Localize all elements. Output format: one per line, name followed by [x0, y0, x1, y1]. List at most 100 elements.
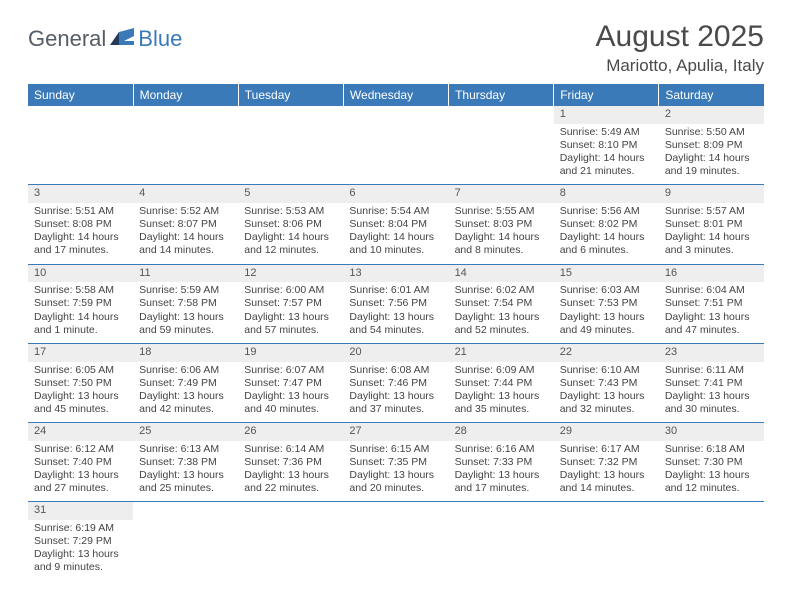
header: General Blue August 2025 Mariotto, Apuli…: [28, 20, 764, 76]
day-cell: Sunrise: 6:04 AMSunset: 7:51 PMDaylight:…: [659, 282, 764, 343]
day-number: 4: [133, 185, 238, 203]
weekday-header: Friday: [554, 84, 659, 106]
daylight-line: Daylight: 13 hours and 45 minutes.: [34, 390, 127, 416]
data-row: Sunrise: 5:51 AMSunset: 8:08 PMDaylight:…: [28, 203, 764, 264]
day-number: [554, 502, 659, 520]
daylight-line: Daylight: 13 hours and 49 minutes.: [560, 311, 653, 337]
daynum-row: 17181920212223: [28, 343, 764, 361]
logo-text-blue: Blue: [138, 26, 182, 52]
daylight-line: Daylight: 13 hours and 32 minutes.: [560, 390, 653, 416]
sunrise-line: Sunrise: 6:03 AM: [560, 284, 653, 297]
daylight-line: Daylight: 14 hours and 1 minute.: [34, 311, 127, 337]
day-number: 3: [28, 185, 133, 203]
sunrise-line: Sunrise: 6:09 AM: [455, 364, 548, 377]
sunset-line: Sunset: 8:01 PM: [665, 218, 758, 231]
sunset-line: Sunset: 7:36 PM: [244, 456, 337, 469]
day-cell: [133, 124, 238, 185]
day-cell: Sunrise: 5:49 AMSunset: 8:10 PMDaylight:…: [554, 124, 659, 185]
daylight-line: Daylight: 13 hours and 59 minutes.: [139, 311, 232, 337]
day-number: [659, 502, 764, 520]
daylight-line: Daylight: 13 hours and 27 minutes.: [34, 469, 127, 495]
day-number: [238, 502, 343, 520]
sunrise-line: Sunrise: 5:54 AM: [349, 205, 442, 218]
day-number: 6: [343, 185, 448, 203]
weekday-header: Sunday: [28, 84, 133, 106]
day-cell: Sunrise: 6:06 AMSunset: 7:49 PMDaylight:…: [133, 362, 238, 423]
weekday-header: Wednesday: [343, 84, 448, 106]
day-number: [28, 106, 133, 124]
daynum-row: 3456789: [28, 185, 764, 203]
weekday-header: Tuesday: [238, 84, 343, 106]
sunrise-line: Sunrise: 6:14 AM: [244, 443, 337, 456]
daylight-line: Daylight: 13 hours and 22 minutes.: [244, 469, 337, 495]
sunset-line: Sunset: 7:40 PM: [34, 456, 127, 469]
data-row: Sunrise: 6:12 AMSunset: 7:40 PMDaylight:…: [28, 441, 764, 502]
day-cell: Sunrise: 6:00 AMSunset: 7:57 PMDaylight:…: [238, 282, 343, 343]
day-cell: [554, 520, 659, 581]
day-number: [133, 106, 238, 124]
day-number: 10: [28, 264, 133, 282]
day-cell: Sunrise: 5:56 AMSunset: 8:02 PMDaylight:…: [554, 203, 659, 264]
day-cell: Sunrise: 6:17 AMSunset: 7:32 PMDaylight:…: [554, 441, 659, 502]
day-number: [449, 106, 554, 124]
sunset-line: Sunset: 7:59 PM: [34, 297, 127, 310]
weekday-header: Thursday: [449, 84, 554, 106]
day-cell: Sunrise: 5:57 AMSunset: 8:01 PMDaylight:…: [659, 203, 764, 264]
daylight-line: Daylight: 14 hours and 14 minutes.: [139, 231, 232, 257]
sunset-line: Sunset: 7:58 PM: [139, 297, 232, 310]
sunrise-line: Sunrise: 5:49 AM: [560, 126, 653, 139]
sunset-line: Sunset: 7:53 PM: [560, 297, 653, 310]
day-cell: [238, 124, 343, 185]
day-number: 29: [554, 423, 659, 441]
logo-flag-icon: [110, 28, 136, 51]
sunset-line: Sunset: 7:51 PM: [665, 297, 758, 310]
day-number: 9: [659, 185, 764, 203]
weekday-header-row: SundayMondayTuesdayWednesdayThursdayFrid…: [28, 84, 764, 106]
day-cell: Sunrise: 6:13 AMSunset: 7:38 PMDaylight:…: [133, 441, 238, 502]
day-number: 30: [659, 423, 764, 441]
daylight-line: Daylight: 13 hours and 20 minutes.: [349, 469, 442, 495]
sunset-line: Sunset: 8:06 PM: [244, 218, 337, 231]
day-cell: Sunrise: 6:08 AMSunset: 7:46 PMDaylight:…: [343, 362, 448, 423]
sunset-line: Sunset: 7:38 PM: [139, 456, 232, 469]
daylight-line: Daylight: 13 hours and 17 minutes.: [455, 469, 548, 495]
month-title: August 2025: [596, 20, 764, 54]
sunset-line: Sunset: 7:29 PM: [34, 535, 127, 548]
day-number: 19: [238, 343, 343, 361]
day-cell: Sunrise: 6:11 AMSunset: 7:41 PMDaylight:…: [659, 362, 764, 423]
day-cell: [133, 520, 238, 581]
day-cell: Sunrise: 6:01 AMSunset: 7:56 PMDaylight:…: [343, 282, 448, 343]
sunset-line: Sunset: 8:07 PM: [139, 218, 232, 231]
day-cell: Sunrise: 6:15 AMSunset: 7:35 PMDaylight:…: [343, 441, 448, 502]
day-number: 1: [554, 106, 659, 124]
title-block: August 2025 Mariotto, Apulia, Italy: [596, 20, 764, 76]
sunset-line: Sunset: 8:03 PM: [455, 218, 548, 231]
sunset-line: Sunset: 7:54 PM: [455, 297, 548, 310]
sunset-line: Sunset: 8:08 PM: [34, 218, 127, 231]
daylight-line: Daylight: 13 hours and 25 minutes.: [139, 469, 232, 495]
sunrise-line: Sunrise: 6:02 AM: [455, 284, 548, 297]
daylight-line: Daylight: 14 hours and 21 minutes.: [560, 152, 653, 178]
day-number: [449, 502, 554, 520]
sunrise-line: Sunrise: 5:57 AM: [665, 205, 758, 218]
data-row: Sunrise: 5:49 AMSunset: 8:10 PMDaylight:…: [28, 124, 764, 185]
sunrise-line: Sunrise: 6:11 AM: [665, 364, 758, 377]
sunrise-line: Sunrise: 6:10 AM: [560, 364, 653, 377]
sunset-line: Sunset: 7:32 PM: [560, 456, 653, 469]
day-number: 15: [554, 264, 659, 282]
weekday-header: Saturday: [659, 84, 764, 106]
day-number: 25: [133, 423, 238, 441]
day-cell: Sunrise: 6:10 AMSunset: 7:43 PMDaylight:…: [554, 362, 659, 423]
weekday-header: Monday: [133, 84, 238, 106]
daylight-line: Daylight: 13 hours and 35 minutes.: [455, 390, 548, 416]
daylight-line: Daylight: 14 hours and 6 minutes.: [560, 231, 653, 257]
day-number: [238, 106, 343, 124]
sunset-line: Sunset: 8:04 PM: [349, 218, 442, 231]
sunset-line: Sunset: 7:43 PM: [560, 377, 653, 390]
daylight-line: Daylight: 14 hours and 3 minutes.: [665, 231, 758, 257]
day-number: 12: [238, 264, 343, 282]
sunset-line: Sunset: 8:10 PM: [560, 139, 653, 152]
daynum-row: 24252627282930: [28, 423, 764, 441]
day-number: 14: [449, 264, 554, 282]
sunrise-line: Sunrise: 6:19 AM: [34, 522, 127, 535]
